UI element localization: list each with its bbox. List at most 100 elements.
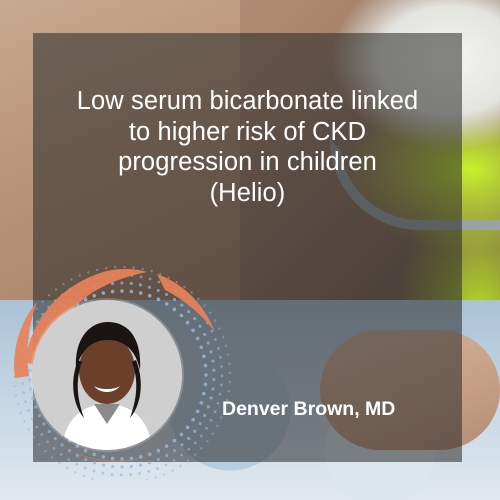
ring-dot (156, 288, 160, 293)
ring-dot (19, 411, 23, 415)
ring-dot (20, 382, 24, 385)
ring-dot (101, 455, 106, 459)
ring-dot (212, 378, 216, 382)
ring-dot (110, 289, 115, 294)
ring-dot (147, 469, 151, 473)
ring-dot (206, 341, 210, 345)
ring-dot (37, 413, 42, 418)
ring-dot (92, 452, 97, 457)
ring-dot (14, 394, 18, 397)
ring-dot (171, 469, 174, 472)
ring-dot (225, 398, 229, 402)
ring-dot (227, 389, 230, 393)
ring-dot (46, 440, 49, 444)
author-name: Denver Brown, MD (222, 398, 396, 420)
ring-dot (156, 457, 160, 462)
ring-dot (31, 396, 35, 400)
ring-dot (41, 300, 44, 304)
ring-dot (67, 448, 72, 453)
ring-dot (31, 328, 35, 332)
ring-dot (224, 344, 228, 347)
ring-dot (179, 464, 182, 468)
ring-dot (44, 450, 47, 453)
ring-dot (38, 443, 41, 446)
ring-dot (220, 374, 224, 378)
ring-dot (120, 289, 124, 293)
ring-dot (154, 476, 157, 479)
ring-dot (60, 443, 64, 447)
ring-dot (187, 436, 191, 440)
ring-dot (216, 424, 219, 427)
portrait-icon (32, 300, 182, 450)
ring-dot (218, 327, 221, 330)
ring-dot (185, 320, 190, 325)
ring-dot (27, 428, 30, 431)
ring-dot (120, 457, 124, 461)
ring-dot (223, 407, 226, 411)
ring-dot (84, 457, 88, 462)
ring-dot (198, 324, 202, 328)
ring-dot (82, 474, 85, 478)
ring-dot (141, 267, 144, 271)
ring-dot (216, 401, 220, 405)
ring-dot (172, 438, 177, 443)
ring-dot (172, 307, 177, 312)
ring-dot (92, 469, 96, 473)
ring-dot (47, 294, 51, 297)
ring-dot (218, 392, 222, 396)
ring-dot (179, 432, 184, 437)
ring-dot (211, 387, 215, 391)
ring-dot (199, 400, 204, 405)
ring-dot (111, 464, 115, 469)
ring-dot (120, 281, 124, 285)
ring-dot (156, 297, 161, 302)
ring-dot (83, 448, 88, 453)
ring-dot (164, 292, 169, 297)
headline: Low serum bicarbonate linked to higher r… (33, 86, 462, 208)
ring-dot (202, 354, 206, 359)
ring-dot (206, 405, 210, 409)
ring-dot (104, 266, 108, 270)
ring-dot (58, 461, 61, 465)
ring-dot (179, 313, 184, 318)
ring-dot (75, 453, 80, 458)
ring-dot (213, 410, 217, 414)
ring-dot (183, 285, 186, 289)
ring-dot (54, 288, 58, 291)
ring-dot (132, 266, 135, 269)
ring-dot (193, 453, 197, 456)
ring-dot (92, 293, 97, 298)
ring-dot (35, 320, 39, 324)
ring-dot (180, 303, 184, 307)
ring-dot (190, 291, 193, 294)
ring-dot (164, 302, 169, 306)
ring-dot (110, 456, 115, 461)
ring-dot (211, 432, 214, 435)
ring-dot (202, 332, 207, 337)
ring-dot (186, 459, 190, 462)
ring-dot (101, 463, 106, 467)
ring-dot (87, 271, 90, 274)
ring-dot (156, 467, 159, 470)
ring-dot (70, 278, 73, 281)
ring-dot (193, 441, 197, 445)
ring-dot (187, 309, 191, 314)
ring-dot (195, 409, 200, 414)
ring-dot (220, 365, 224, 368)
headline-line-3: progression in children (118, 148, 377, 176)
ring-dot (53, 436, 57, 441)
ring-dot (214, 338, 217, 341)
ring-dot (51, 456, 54, 459)
ring-dot (22, 391, 25, 395)
ring-dot (164, 463, 168, 467)
ring-dot (114, 266, 117, 269)
ring-dot (147, 452, 152, 457)
ring-dot (110, 473, 114, 476)
headline-line-4: (Helio) (209, 178, 286, 207)
ring-dot (228, 380, 231, 384)
ring-dot (221, 335, 225, 339)
ring-dot (27, 409, 30, 412)
headline-line-2: to higher risk of CKD (128, 117, 367, 146)
ring-dot (167, 276, 170, 279)
